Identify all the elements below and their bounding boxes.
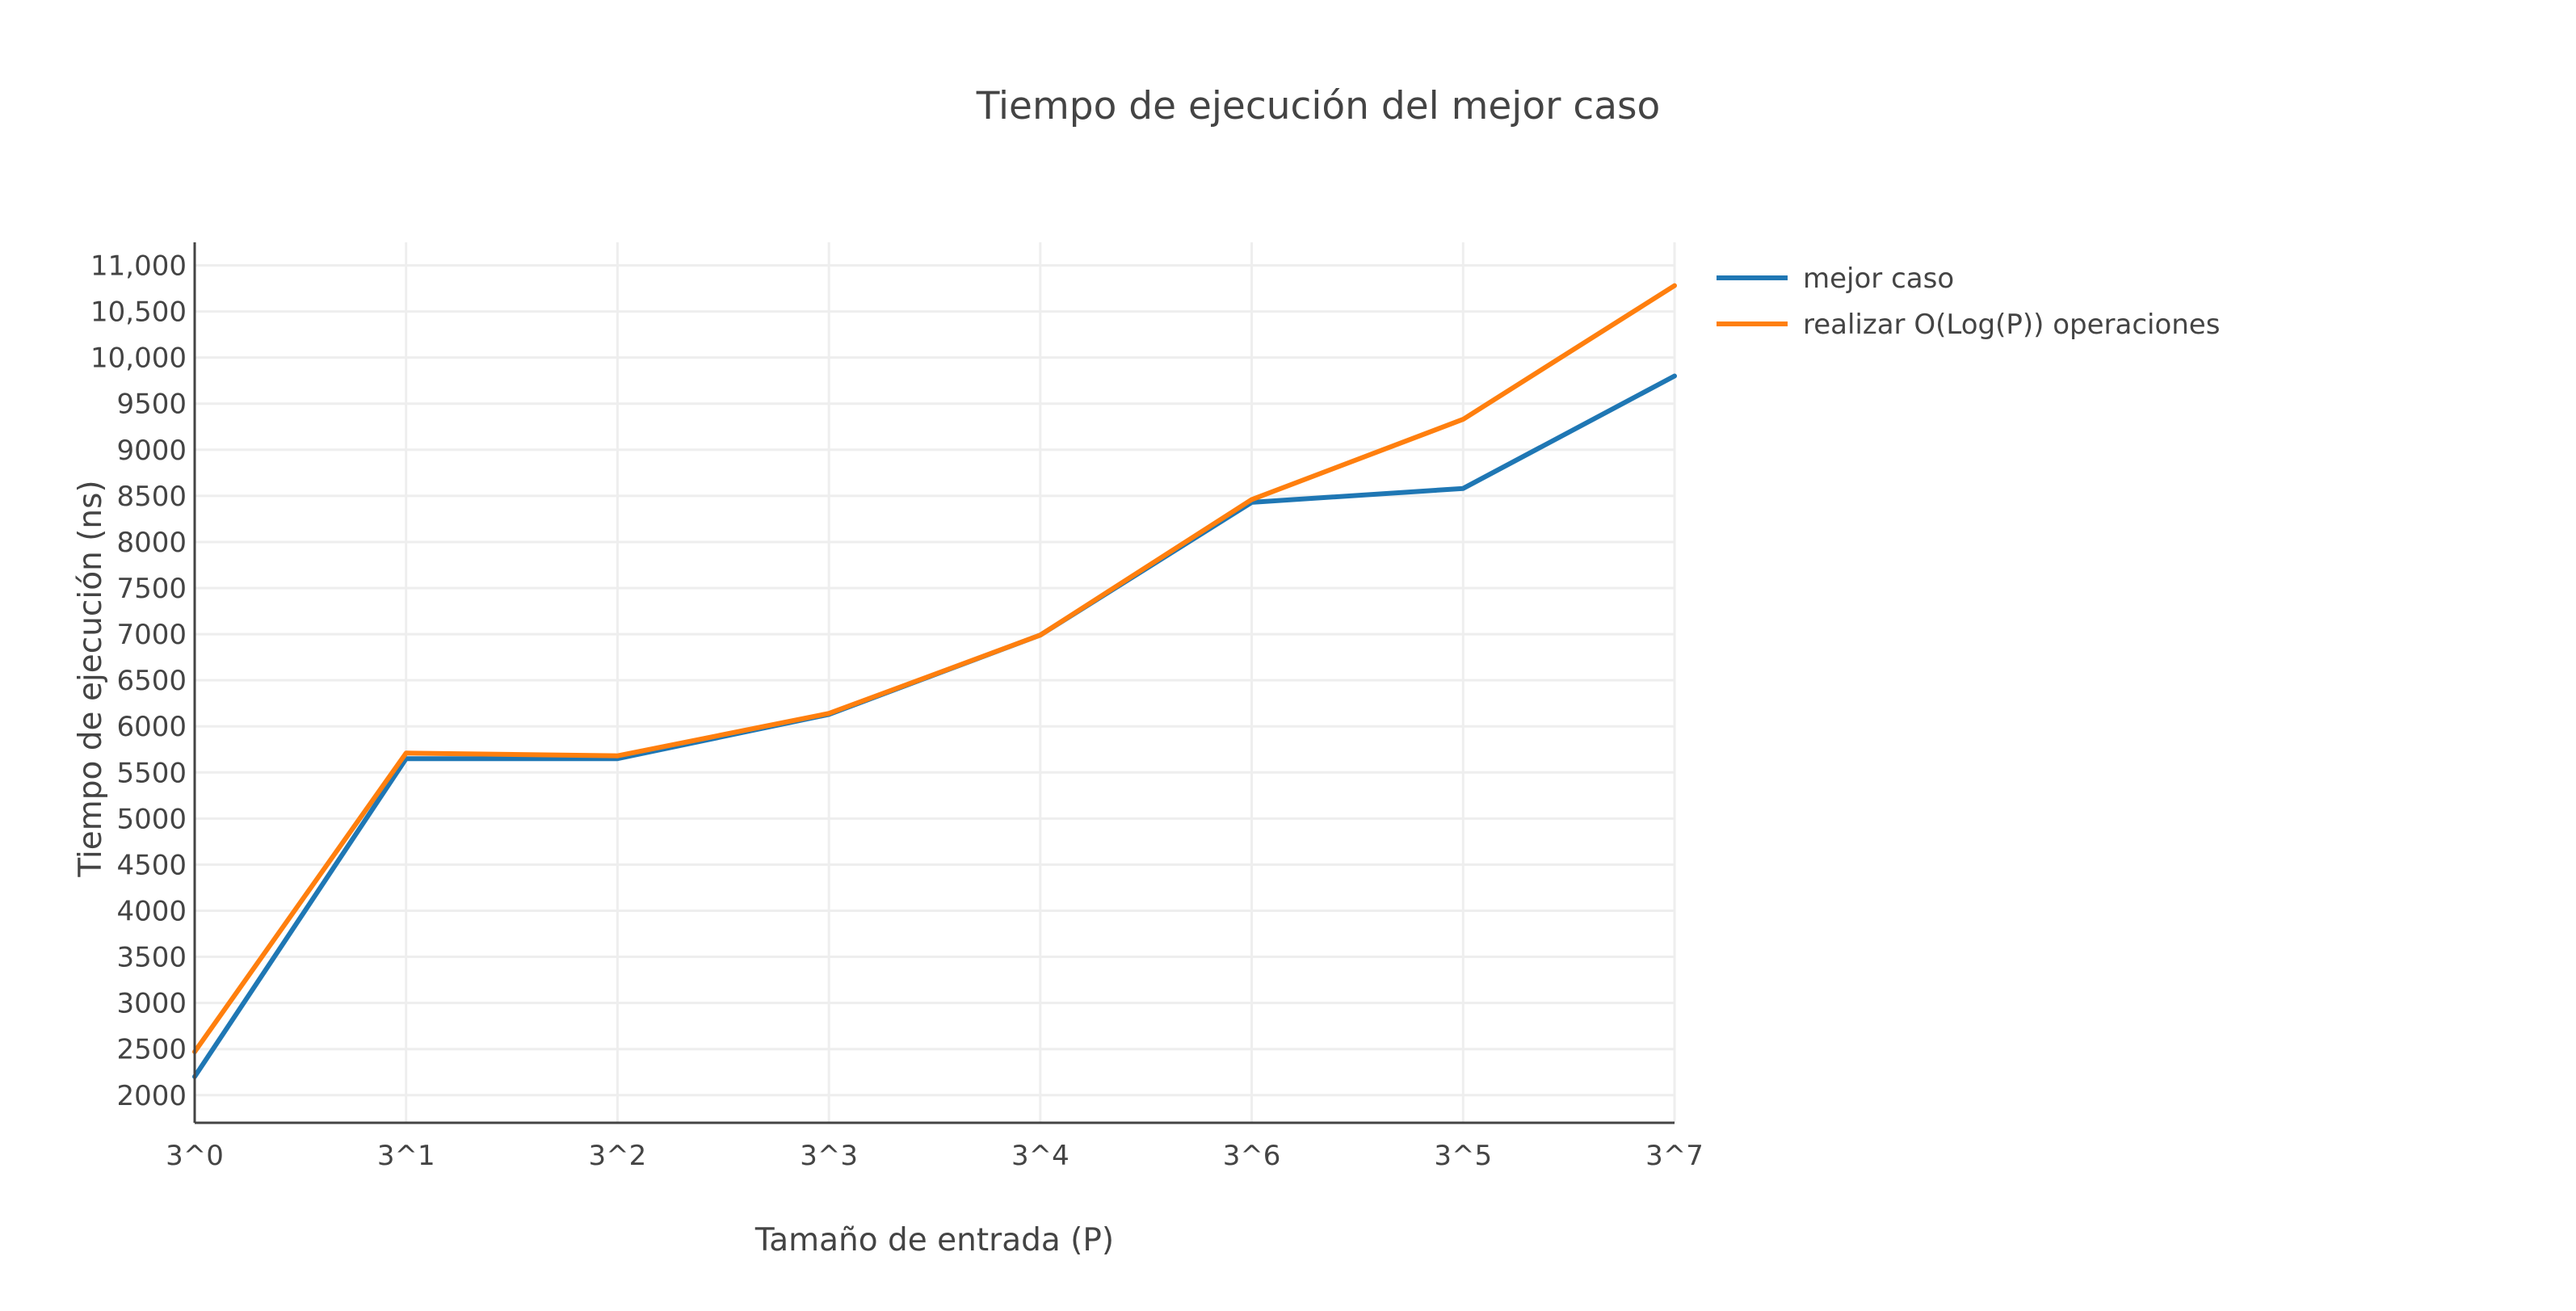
legend-label: realizar O(Log(P)) operaciones [1803, 309, 2220, 341]
y-tick-label: 5000 [116, 803, 187, 835]
y-tick-label: 4000 [116, 895, 187, 927]
x-tick-label: 3^7 [1645, 1140, 1704, 1172]
x-tick-label: 3^5 [1434, 1140, 1492, 1172]
x-tick-label: 3^0 [166, 1140, 224, 1172]
y-tick-label: 10,000 [90, 342, 187, 375]
y-tick-label: 3500 [116, 942, 187, 974]
y-tick-label: 2000 [116, 1080, 187, 1112]
x-tick-label: 3^3 [800, 1140, 858, 1172]
y-tick-label: 2500 [116, 1034, 187, 1066]
y-axis-ticks: 2000 2500 3000 3500 4000 4500 5000 5500 6000 6500… [90, 250, 187, 1112]
y-tick-label: 8000 [116, 527, 187, 559]
x-tick-label: 3^6 [1223, 1140, 1281, 1172]
y-tick-label: 5500 [116, 757, 187, 789]
y-tick-label: 3000 [116, 988, 187, 1020]
y-tick-label: 7500 [116, 573, 187, 605]
y-tick-label: 9500 [116, 389, 187, 421]
x-tick-label: 3^1 [377, 1140, 435, 1172]
y-tick-label: 4500 [116, 849, 187, 881]
y-axis-title: Tiempo de ejecución (ns) [73, 480, 109, 877]
grid [195, 242, 1676, 1123]
y-tick-label: 6500 [116, 665, 187, 697]
x-tick-label: 3^4 [1011, 1140, 1069, 1172]
x-axis-ticks: 3^0 3^1 3^2 3^3 3^4 3^6 3^5 3^7 [166, 1140, 1704, 1172]
x-axis-title: Tamaño de entrada (P) [754, 1222, 1114, 1258]
series-lines [192, 283, 1677, 1079]
series-line-2 [192, 283, 1677, 1055]
y-tick-label: 6000 [116, 711, 187, 743]
legend: mejor caso realizar O(Log(P)) operaciones [1717, 263, 2220, 341]
x-tick-label: 3^2 [589, 1140, 647, 1172]
y-tick-label: 9000 [116, 435, 187, 467]
y-tick-label: 8500 [116, 481, 187, 513]
legend-label: mejor caso [1803, 263, 1954, 295]
y-tick-label: 10,500 [90, 296, 187, 329]
y-tick-label: 11,000 [90, 250, 187, 283]
y-tick-label: 7000 [116, 619, 187, 651]
chart-title: Tiempo de ejecución del mejor caso [976, 84, 1661, 128]
